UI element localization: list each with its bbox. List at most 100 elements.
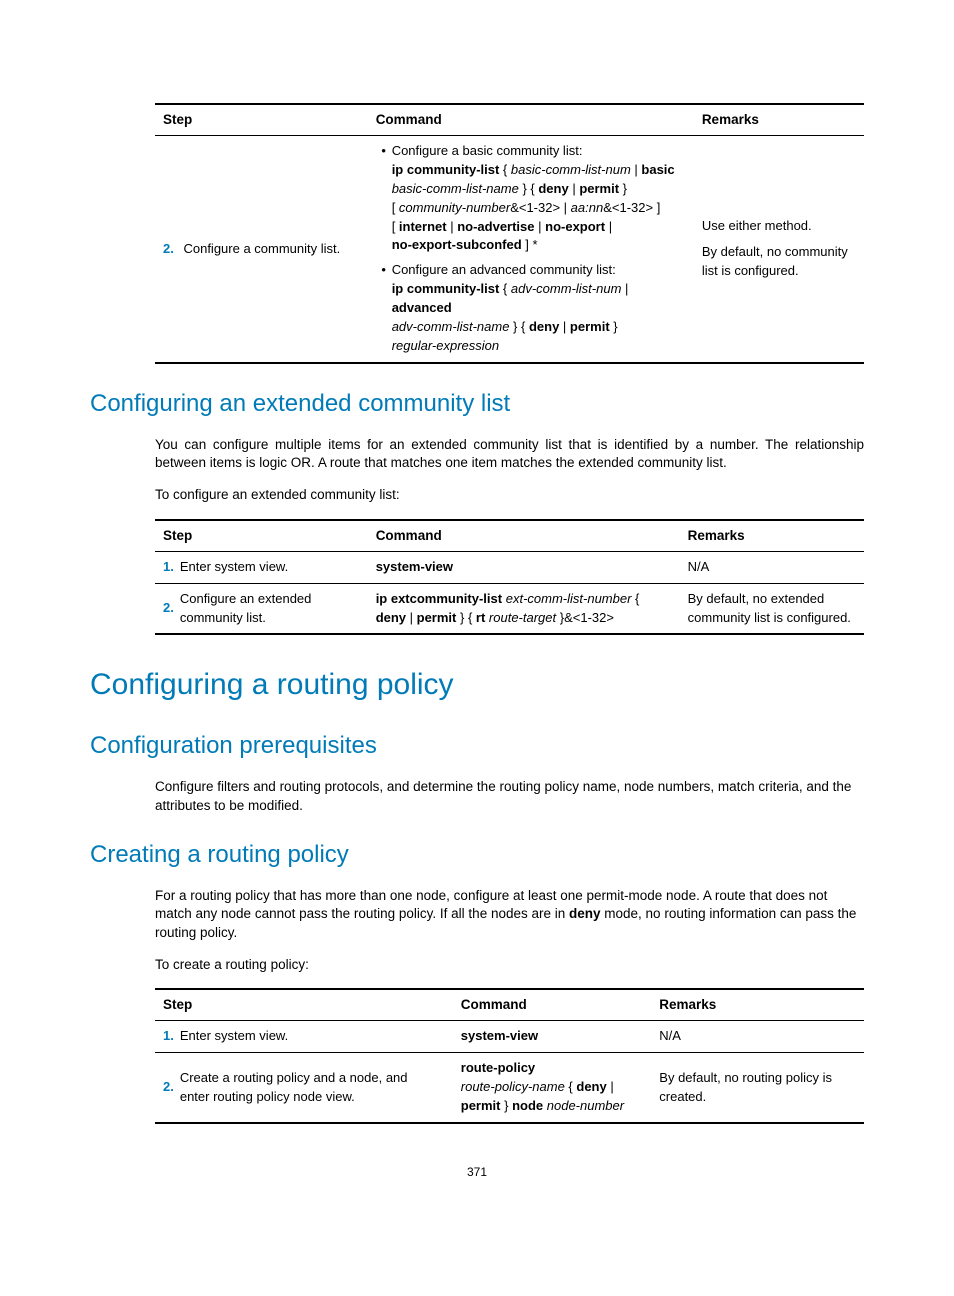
- table-header: Command: [453, 989, 652, 1021]
- cmd-text: |: [559, 319, 570, 334]
- cmd-text: permit: [570, 319, 610, 334]
- cmd-text: } {: [456, 610, 476, 625]
- section-heading: Configuration prerequisites: [90, 730, 864, 762]
- cmd-text: |: [406, 610, 417, 625]
- cmd-text: no-export: [545, 219, 605, 234]
- step-number: 2.: [163, 1079, 180, 1094]
- cmd-text: ext-comm-list-number: [506, 591, 632, 606]
- paragraph: For a routing policy that has more than …: [155, 887, 864, 942]
- cmd-text: no-export-subconfed: [392, 237, 522, 252]
- cmd-text: |: [447, 219, 458, 234]
- cmd-text: node-number: [547, 1098, 624, 1113]
- cmd-text: |: [621, 281, 628, 296]
- cmd-text: community-number: [399, 200, 510, 215]
- section-heading-h1: Configuring a routing policy: [90, 665, 864, 706]
- step-description: Enter system view.: [180, 559, 288, 574]
- cmd-text: {: [631, 591, 639, 606]
- cmd-text: }&<1-32>: [556, 610, 614, 625]
- cmd-text: [: [392, 219, 399, 234]
- cmd-text: &<1-32> ]: [603, 200, 660, 215]
- lead-text: To configure an extended community list:: [155, 486, 864, 504]
- table-row: 1.Enter system view. system-view N/A: [155, 551, 864, 583]
- cmd-text: }: [619, 181, 627, 196]
- section-heading: Creating a routing policy: [90, 839, 864, 871]
- remarks-text: By default, no extended community list i…: [680, 583, 864, 634]
- remarks-cell: Use either method. By default, no commun…: [694, 136, 864, 363]
- command-text: system-view: [461, 1028, 538, 1043]
- cmd-text: regular-expression: [392, 338, 499, 353]
- table-header: Command: [368, 104, 694, 136]
- cmd-text: }: [610, 319, 618, 334]
- cmd-text: deny: [538, 181, 568, 196]
- bullet-lead: Configure a basic community list:: [392, 143, 583, 158]
- step-number: 2.: [163, 241, 180, 256]
- command-cell: route-policy route-policy-name { deny | …: [453, 1053, 652, 1123]
- cmd-text: deny: [529, 319, 559, 334]
- table-row: 1.Enter system view. system-view N/A: [155, 1021, 864, 1053]
- cmd-text: {: [565, 1079, 577, 1094]
- cmd-text: basic-comm-list-num: [511, 162, 631, 177]
- cmd-text: route-target: [489, 610, 556, 625]
- cmd-text: aa:nn: [571, 200, 604, 215]
- table-header: Remarks: [694, 104, 864, 136]
- cmd-text: ] *: [522, 237, 538, 252]
- routing-policy-table: Step Command Remarks 1.Enter system view…: [155, 988, 864, 1124]
- command-cell: ip extcommunity-list ext-comm-list-numbe…: [368, 583, 680, 634]
- cmd-text: deny: [376, 610, 406, 625]
- cmd-text: adv-comm-list-name: [392, 319, 510, 334]
- cmd-text: deny: [576, 1079, 606, 1094]
- cmd-text: route-policy-name: [461, 1079, 565, 1094]
- bullet-lead: Configure an advanced community list:: [392, 262, 616, 277]
- bullet-icon: •: [376, 261, 392, 355]
- cmd-text: route-policy: [461, 1060, 535, 1075]
- community-list-table: Step Command Remarks 2. Configure a comm…: [155, 103, 864, 364]
- page-number: 371: [90, 1164, 864, 1180]
- cmd-text: node: [512, 1098, 543, 1113]
- cmd-text: advanced: [392, 300, 452, 315]
- cmd-text: rt: [476, 610, 485, 625]
- cmd-text: permit: [461, 1098, 501, 1113]
- cmd-text: permit: [579, 181, 619, 196]
- table-row: 2. Configure a community list. • Configu…: [155, 136, 864, 363]
- step-number: 1.: [163, 1028, 180, 1043]
- section-heading: Configuring an extended community list: [90, 388, 864, 420]
- step-description: Create a routing policy and a node, and …: [180, 1069, 440, 1107]
- cmd-text: &<1-32> |: [510, 200, 570, 215]
- cmd-text: } {: [519, 181, 539, 196]
- cmd-text: ip community-list: [392, 281, 500, 296]
- step-description: Configure a community list.: [183, 240, 340, 259]
- remarks-text: N/A: [651, 1021, 864, 1053]
- cmd-text: {: [499, 162, 511, 177]
- cmd-text: ip extcommunity-list: [376, 591, 502, 606]
- cmd-text: ip community-list: [392, 162, 500, 177]
- remarks-text: Use either method.: [702, 217, 856, 236]
- cmd-text: adv-comm-list-num: [511, 281, 622, 296]
- bullet-icon: •: [376, 142, 392, 255]
- table-row: 2.Create a routing policy and a node, an…: [155, 1053, 864, 1123]
- remarks-text: By default, no community list is configu…: [702, 243, 856, 281]
- table-header: Remarks: [651, 989, 864, 1021]
- cmd-text: no-advertise: [457, 219, 534, 234]
- cmd-text: |: [569, 181, 580, 196]
- remarks-text: N/A: [680, 551, 864, 583]
- step-description: Configure an extended community list.: [180, 590, 350, 628]
- cmd-text: {: [499, 281, 511, 296]
- cmd-text: |: [607, 1079, 614, 1094]
- cmd-text: }: [501, 1098, 513, 1113]
- para-text: deny: [569, 906, 601, 921]
- table-header: Step: [155, 104, 368, 136]
- cmd-text: basic-comm-list-name: [392, 181, 519, 196]
- cmd-text: } {: [509, 319, 529, 334]
- table-header: Step: [155, 520, 368, 552]
- step-number: 2.: [163, 600, 180, 615]
- lead-text: To create a routing policy:: [155, 956, 864, 974]
- cmd-text: |: [535, 219, 546, 234]
- cmd-text: basic: [641, 162, 674, 177]
- step-number: 1.: [163, 559, 180, 574]
- remarks-text: By default, no routing policy is created…: [651, 1053, 864, 1123]
- cmd-text: [: [392, 200, 399, 215]
- extcommunity-table: Step Command Remarks 1.Enter system view…: [155, 519, 864, 636]
- paragraph: Configure filters and routing protocols,…: [155, 778, 864, 814]
- document-page: Step Command Remarks 2. Configure a comm…: [0, 0, 954, 1230]
- command-text: system-view: [376, 559, 453, 574]
